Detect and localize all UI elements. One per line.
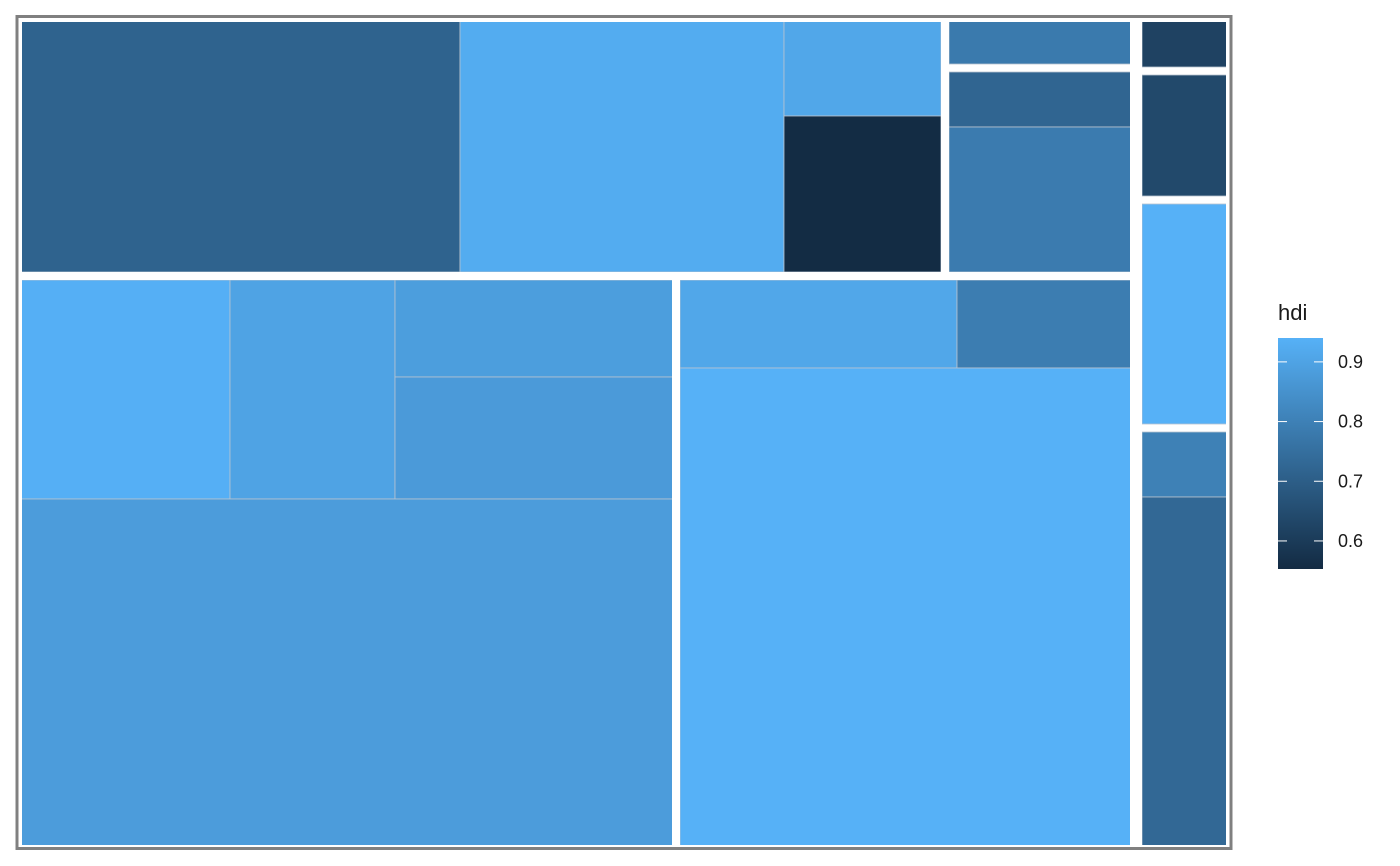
legend-ticks: 0.6 0.7 0.8 0.9 — [1278, 352, 1363, 551]
treemap-tile — [1141, 17, 1231, 68]
treemap-tile — [394, 376, 674, 500]
treemap-tile — [948, 71, 1135, 128]
legend-tick-label: 0.6 — [1338, 531, 1363, 551]
treemap-tile — [783, 17, 942, 117]
treemap-tile — [17, 279, 231, 500]
treemap-tile — [1141, 203, 1231, 425]
treemap-tile — [1141, 496, 1231, 850]
treemap-tile — [229, 279, 396, 500]
treemap-tiles — [17, 17, 1231, 850]
legend: hdi 0.6 0.7 0.8 0.9 — [1278, 300, 1363, 569]
treemap-tile — [948, 17, 1135, 65]
treemap-tile — [948, 126, 1135, 273]
plot-border — [15, 15, 1233, 850]
treemap-tile — [17, 498, 674, 850]
legend-tick-label: 0.8 — [1338, 412, 1363, 432]
legend-title: hdi — [1278, 300, 1307, 325]
legend-colorbar — [1278, 338, 1323, 569]
legend-tick-label: 0.9 — [1338, 352, 1363, 372]
treemap-tile — [956, 279, 1135, 369]
treemap-tile — [1141, 74, 1231, 197]
treemap-tile — [679, 279, 958, 369]
treemap-tile — [783, 115, 942, 273]
treemap-tile — [1141, 431, 1231, 498]
treemap-tile — [459, 17, 785, 273]
treemap-tile — [394, 279, 674, 378]
legend-tick-label: 0.7 — [1338, 471, 1363, 491]
treemap-tile — [679, 367, 1135, 850]
treemap-tile — [17, 17, 461, 273]
